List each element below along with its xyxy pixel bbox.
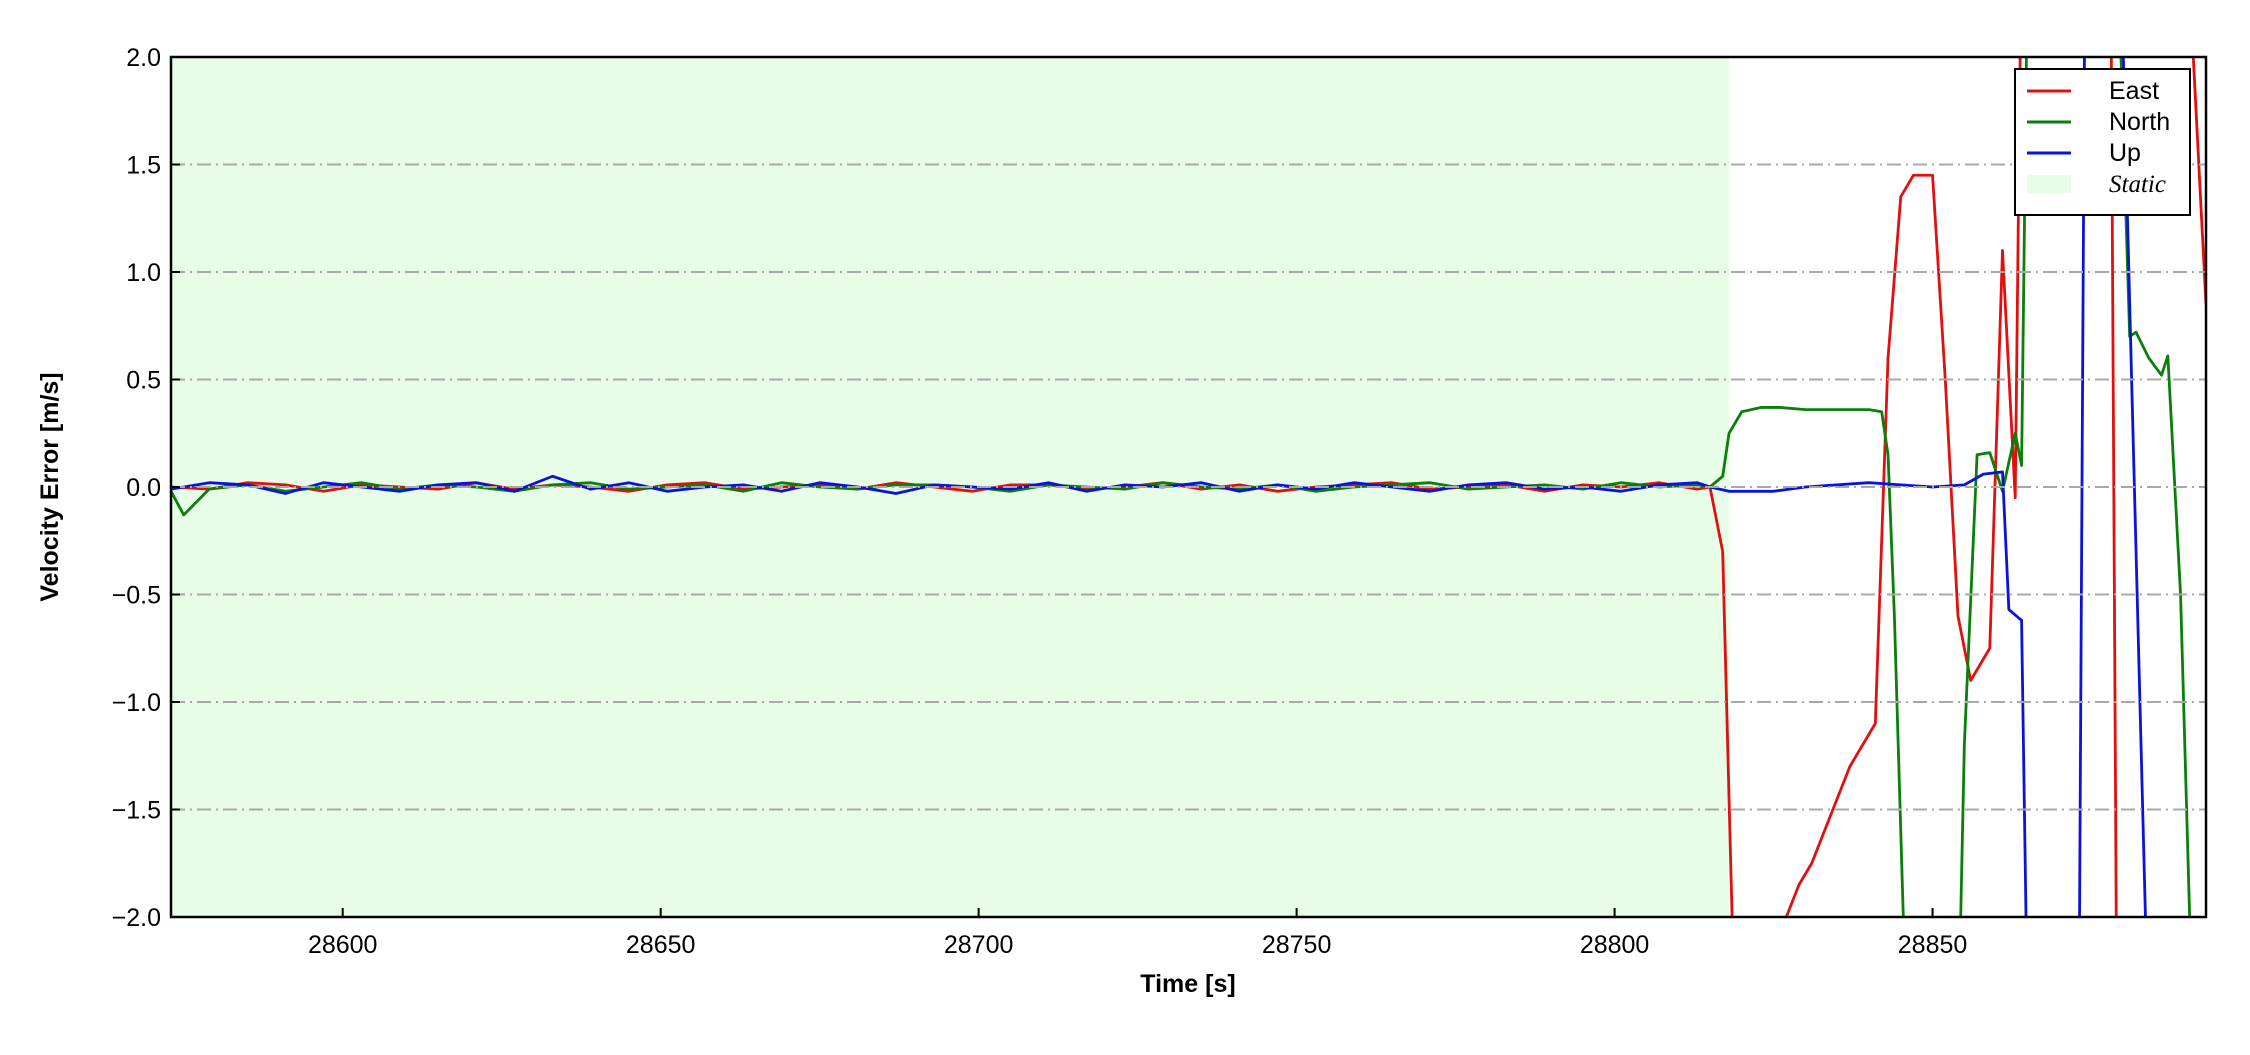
y-axis-label: Velocity Error [m/s] xyxy=(36,372,64,601)
x-axis-label: Time [s] xyxy=(1140,970,1235,998)
y-tick-label: −1.5 xyxy=(112,797,161,825)
y-tick-label: 0.0 xyxy=(126,474,161,502)
y-tick-label: 2.0 xyxy=(126,44,161,72)
data-line xyxy=(171,57,2147,917)
y-tick-label: 1.0 xyxy=(126,259,161,287)
x-tick-label: 28800 xyxy=(1580,931,1650,959)
plot-frame xyxy=(169,55,2208,919)
legend-label: Static xyxy=(2109,171,2166,198)
plot-area xyxy=(171,57,2206,917)
x-tick-label: 28650 xyxy=(626,931,696,959)
x-tick-label: 28750 xyxy=(1262,931,1332,959)
legend-label: North xyxy=(2109,108,2170,136)
x-tick-label: 28700 xyxy=(944,931,1014,959)
y-tick-label: −0.5 xyxy=(112,582,161,610)
y-tick-label: −2.0 xyxy=(112,904,161,932)
y-tick-label: 0.5 xyxy=(126,367,161,395)
x-tick-label: 28850 xyxy=(1898,931,1968,959)
y-tick-label: −1.0 xyxy=(112,689,161,717)
legend-swatch xyxy=(2027,175,2071,193)
legend: East North Up Static xyxy=(2014,68,2191,216)
legend-label: East xyxy=(2109,77,2159,105)
y-tick-label: 1.5 xyxy=(126,152,161,180)
x-tick-label: 28600 xyxy=(308,931,378,959)
legend-label: Up xyxy=(2109,139,2141,167)
